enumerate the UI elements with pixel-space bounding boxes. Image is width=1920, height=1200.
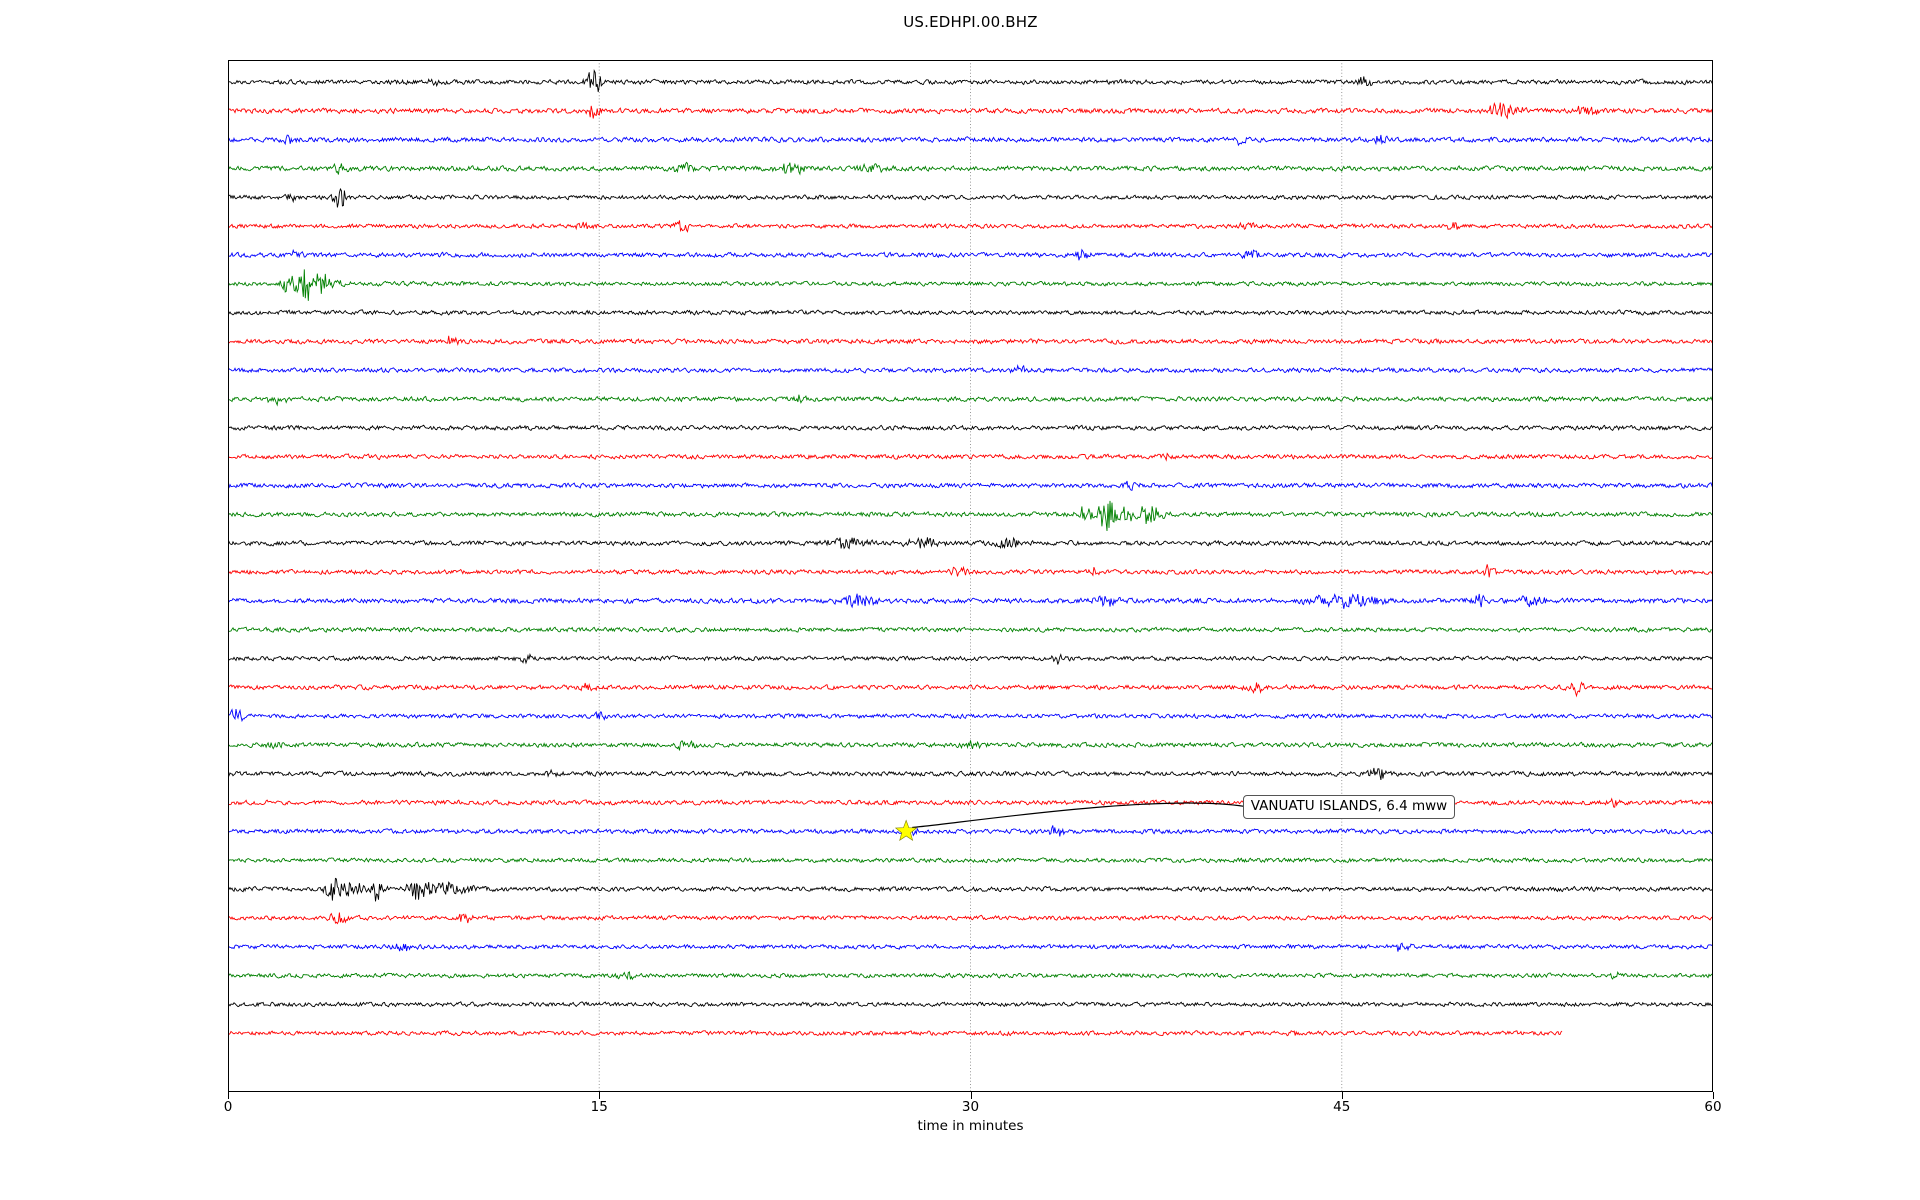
trace-line bbox=[228, 134, 1713, 147]
trace-line bbox=[228, 500, 1713, 532]
trace-line bbox=[228, 797, 1713, 808]
trace-line bbox=[228, 68, 1713, 92]
x-tick-label: 30 bbox=[961, 1099, 980, 1115]
trace-line bbox=[228, 564, 1713, 578]
trace-line bbox=[228, 480, 1713, 491]
trace-line bbox=[228, 593, 1713, 609]
trace-line bbox=[228, 248, 1713, 261]
x-tick-mark bbox=[599, 1092, 601, 1099]
trace-line bbox=[228, 877, 1713, 902]
grid-lines bbox=[598, 60, 1343, 1092]
star-marker bbox=[894, 819, 918, 842]
trace-line bbox=[228, 767, 1713, 780]
trace-line bbox=[228, 161, 1713, 176]
trace-line bbox=[228, 536, 1713, 550]
x-tick-mark bbox=[1341, 1092, 1343, 1099]
event-annotation-label: VANUATU ISLANDS, 6.4 mww bbox=[1242, 795, 1456, 820]
trace-line bbox=[228, 626, 1713, 633]
annotation-arrow-and-marker bbox=[894, 802, 1245, 842]
x-tick-mark bbox=[1713, 1092, 1715, 1099]
trace-line bbox=[228, 452, 1713, 462]
trace-line bbox=[228, 857, 1713, 864]
trace-line bbox=[228, 1001, 1713, 1008]
annotation-arrow bbox=[912, 802, 1245, 829]
trace-line bbox=[228, 424, 1713, 432]
trace-line bbox=[228, 942, 1713, 952]
trace-line bbox=[228, 912, 1713, 925]
trace-line bbox=[228, 220, 1713, 233]
x-tick-label: 15 bbox=[590, 1099, 608, 1115]
y-axis-tick-labels: 00:00:0001:00:0002:00:0003:00:0004:00:00… bbox=[0, 60, 228, 1092]
trace-line bbox=[228, 708, 1713, 723]
page-title: US.EDHPI.00.BHZ bbox=[903, 13, 1038, 31]
trace-line bbox=[228, 269, 1713, 301]
x-axis-title: time in minutes bbox=[917, 1118, 1024, 1134]
trace-line bbox=[228, 335, 1713, 347]
x-tick-mark bbox=[970, 1092, 972, 1099]
seismic-traces bbox=[228, 68, 1713, 1037]
x-tick-label: 45 bbox=[1333, 1099, 1351, 1115]
plot-axes-area bbox=[228, 60, 1713, 1092]
trace-line bbox=[228, 309, 1713, 316]
trace-line bbox=[228, 187, 1713, 208]
trace-line bbox=[228, 740, 1713, 751]
trace-line bbox=[228, 101, 1713, 120]
trace-line bbox=[228, 363, 1713, 374]
x-tick-label: 0 bbox=[223, 1099, 233, 1115]
x-tick-label: 60 bbox=[1704, 1099, 1722, 1115]
trace-line bbox=[228, 825, 1713, 838]
trace-line bbox=[228, 970, 1713, 981]
trace-line bbox=[228, 1030, 1563, 1037]
x-tick-mark bbox=[228, 1092, 230, 1099]
trace-line bbox=[228, 681, 1713, 698]
x-axis-tick-labels: 0 15 30 45 60 bbox=[0, 1092, 1920, 1152]
trace-line bbox=[228, 394, 1713, 407]
trace-line bbox=[228, 652, 1713, 665]
